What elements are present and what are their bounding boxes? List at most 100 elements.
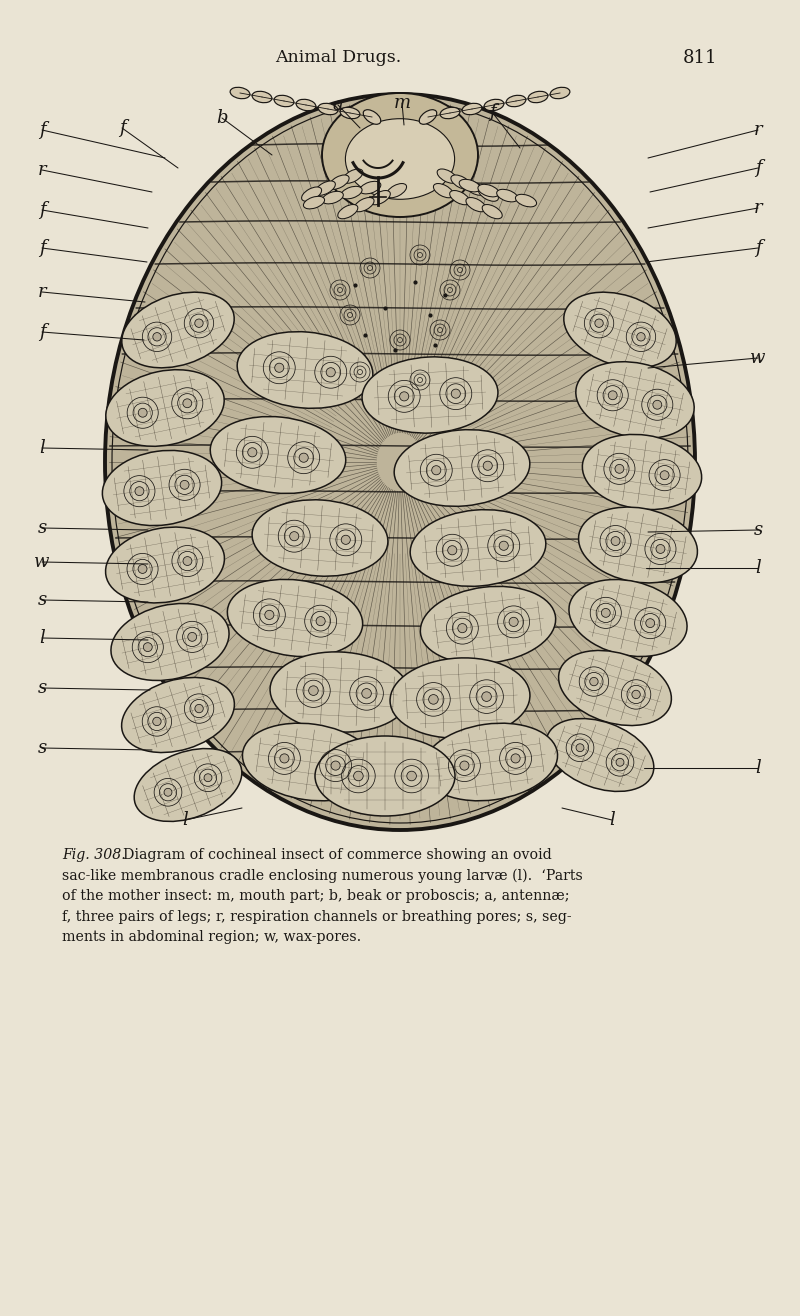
Text: b: b — [216, 109, 228, 128]
Text: f: f — [754, 240, 762, 257]
Text: m: m — [394, 93, 410, 112]
Text: r: r — [38, 283, 46, 301]
Ellipse shape — [252, 500, 388, 576]
Circle shape — [143, 642, 152, 651]
Ellipse shape — [302, 187, 322, 201]
Ellipse shape — [450, 191, 470, 205]
Circle shape — [188, 633, 197, 641]
Ellipse shape — [102, 450, 222, 525]
Ellipse shape — [410, 509, 546, 587]
Ellipse shape — [315, 182, 335, 195]
Circle shape — [458, 624, 467, 633]
Circle shape — [400, 392, 409, 401]
Circle shape — [432, 466, 441, 475]
Text: r: r — [754, 199, 762, 217]
Ellipse shape — [343, 168, 363, 183]
Ellipse shape — [390, 658, 530, 738]
Circle shape — [499, 541, 508, 550]
Ellipse shape — [106, 370, 224, 446]
Ellipse shape — [360, 182, 381, 193]
Circle shape — [576, 744, 584, 751]
Text: of the mother insect: m, mouth part; b, beak or proboscis; a, antennæ;: of the mother insect: m, mouth part; b, … — [62, 890, 570, 903]
Text: a: a — [333, 96, 343, 114]
Text: f: f — [489, 103, 495, 121]
Ellipse shape — [569, 579, 687, 657]
Ellipse shape — [386, 183, 406, 197]
Text: 811: 811 — [682, 49, 718, 67]
Text: f: f — [38, 240, 46, 257]
Text: l: l — [39, 629, 45, 647]
Circle shape — [280, 754, 289, 763]
Ellipse shape — [362, 357, 498, 433]
Text: r: r — [754, 121, 762, 139]
Text: l: l — [755, 759, 761, 776]
Ellipse shape — [242, 724, 378, 801]
Circle shape — [342, 536, 350, 545]
Ellipse shape — [210, 417, 346, 494]
Circle shape — [656, 545, 665, 554]
Ellipse shape — [394, 430, 530, 507]
Text: f: f — [754, 159, 762, 176]
Ellipse shape — [274, 95, 294, 107]
Circle shape — [153, 717, 161, 725]
Ellipse shape — [322, 191, 343, 204]
Text: sac-like membranous cradle enclosing numerous young larvæ (l).  ‘Parts: sac-like membranous cradle enclosing num… — [62, 869, 582, 883]
Ellipse shape — [459, 179, 480, 192]
Ellipse shape — [346, 118, 454, 199]
Ellipse shape — [558, 650, 671, 725]
Circle shape — [164, 788, 172, 796]
Ellipse shape — [482, 204, 502, 218]
Circle shape — [632, 691, 640, 699]
Circle shape — [615, 465, 624, 474]
Circle shape — [183, 399, 192, 408]
Ellipse shape — [318, 103, 338, 114]
Text: l: l — [609, 811, 615, 829]
Circle shape — [646, 619, 654, 628]
Ellipse shape — [134, 749, 242, 821]
Circle shape — [290, 532, 298, 541]
Ellipse shape — [111, 604, 229, 680]
Ellipse shape — [478, 187, 498, 201]
Circle shape — [195, 704, 203, 713]
Circle shape — [595, 318, 603, 328]
Ellipse shape — [252, 91, 272, 103]
Circle shape — [483, 461, 492, 470]
Circle shape — [309, 686, 318, 695]
Ellipse shape — [576, 362, 694, 438]
Ellipse shape — [122, 678, 234, 753]
Circle shape — [331, 761, 340, 770]
Ellipse shape — [340, 108, 360, 118]
Circle shape — [511, 754, 520, 763]
Ellipse shape — [322, 93, 478, 217]
Circle shape — [509, 617, 518, 626]
Circle shape — [460, 761, 469, 770]
Text: f: f — [38, 121, 46, 139]
Text: s: s — [38, 591, 46, 609]
Circle shape — [316, 617, 326, 625]
Ellipse shape — [354, 197, 374, 212]
Circle shape — [616, 758, 624, 766]
Ellipse shape — [329, 175, 349, 190]
Ellipse shape — [497, 190, 518, 201]
Circle shape — [406, 771, 417, 780]
Circle shape — [183, 557, 192, 566]
Text: Diagram of cochineal insect of commerce showing an ovoid: Diagram of cochineal insect of commerce … — [114, 848, 552, 862]
Ellipse shape — [105, 93, 695, 830]
Ellipse shape — [315, 736, 455, 816]
Ellipse shape — [106, 528, 225, 603]
Ellipse shape — [528, 91, 548, 103]
Circle shape — [362, 688, 371, 699]
Text: l: l — [755, 559, 761, 576]
Ellipse shape — [227, 579, 362, 657]
Ellipse shape — [484, 99, 504, 111]
Ellipse shape — [270, 651, 410, 732]
Circle shape — [248, 447, 257, 457]
Circle shape — [194, 318, 203, 328]
Ellipse shape — [550, 87, 570, 99]
Circle shape — [153, 333, 162, 341]
Circle shape — [451, 390, 460, 399]
Ellipse shape — [578, 507, 698, 583]
Circle shape — [204, 774, 212, 782]
Circle shape — [429, 695, 438, 704]
Ellipse shape — [462, 103, 482, 114]
